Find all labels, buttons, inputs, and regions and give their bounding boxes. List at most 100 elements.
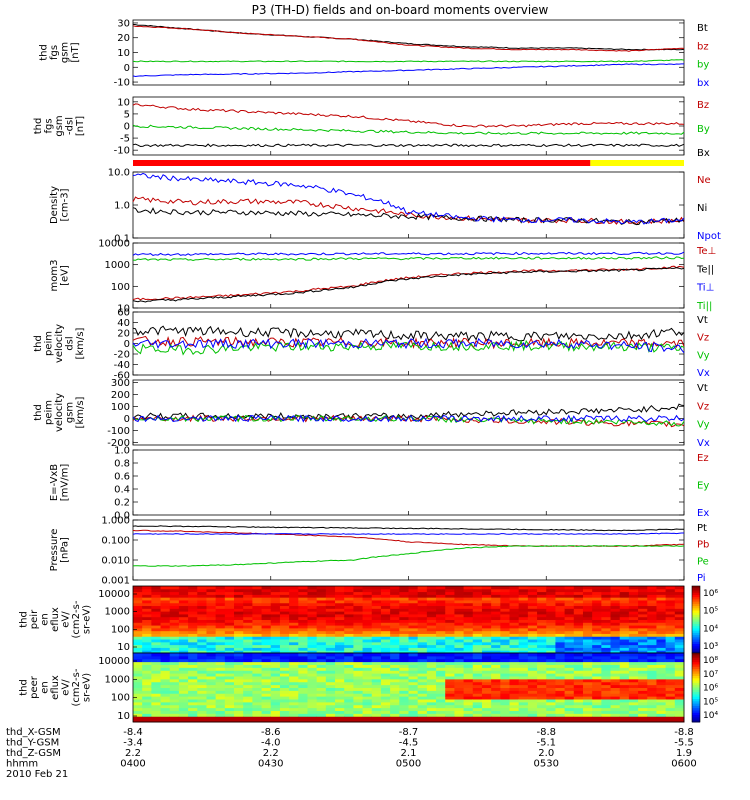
spectrogram-cell [638, 641, 648, 646]
spectrogram-cell [298, 636, 308, 640]
spectrogram-cell [647, 602, 657, 607]
spectrogram-cell [564, 641, 575, 646]
spectrogram-cell [564, 588, 575, 593]
spectrogram-cell [445, 613, 455, 618]
spectrogram-cell [500, 655, 511, 660]
spectrogram-cell [307, 625, 318, 629]
spectrogram-cell [344, 619, 354, 623]
spectrogram-cell [307, 684, 318, 688]
spectrogram-cell [325, 591, 336, 595]
spectrogram-cell [325, 650, 336, 654]
panel-ytick-label: -200 [107, 438, 130, 449]
spectrogram-cell [206, 696, 217, 700]
spectrogram-cell [472, 586, 483, 590]
panel-ytick-label: 100 [111, 693, 130, 704]
spectrogram-cell [610, 687, 621, 691]
spectrogram-cell [436, 630, 446, 634]
spectrogram-cell [601, 650, 612, 654]
spectrogram-cell [463, 633, 474, 637]
spectrogram-cell [573, 716, 584, 720]
spectrogram-cell [298, 681, 308, 686]
spectrogram-cell [527, 644, 538, 648]
colorbar-step [692, 592, 700, 596]
spectrogram-cell [142, 658, 152, 663]
series-line-Pe [132, 545, 685, 567]
spectrogram-cell [362, 678, 373, 683]
spectrogram-cell [463, 650, 474, 654]
spectrogram-cell [197, 701, 207, 706]
spectrogram-cell [417, 719, 428, 723]
spectrogram-cell [316, 693, 327, 697]
spectrogram-cell [647, 650, 657, 654]
spectrogram-cell [417, 633, 428, 637]
spectrogram-cell [610, 641, 621, 646]
spectrogram-cell [656, 681, 667, 686]
spectrogram-cell [518, 619, 529, 623]
spectrogram-cell [307, 653, 318, 657]
spectrogram-cell [362, 630, 373, 634]
spectrogram-cell [573, 586, 584, 590]
spectrogram-cell [151, 602, 162, 607]
spectrogram-cell [261, 630, 272, 634]
spectrogram-cell [362, 586, 373, 590]
spectrogram-cell [408, 625, 419, 629]
spectrogram-cell [408, 594, 419, 598]
spectrogram-cell [491, 633, 501, 637]
spectrogram-cell [224, 710, 235, 714]
spectrogram-cell [371, 653, 382, 657]
spectrogram-cell [472, 664, 483, 668]
spectrogram-cell [592, 602, 602, 607]
spectrogram-cell [353, 655, 364, 660]
spectrogram-cell [628, 704, 639, 709]
spectrogram-cell [279, 664, 290, 668]
spectrogram-cell [619, 684, 630, 688]
spectrogram-cell [206, 644, 217, 648]
spectrogram-cell [564, 586, 575, 590]
spectrogram-cell [408, 599, 419, 604]
spectrogram-cell [243, 622, 253, 626]
spectrogram-cell [252, 630, 263, 634]
spectrogram-cell [371, 673, 382, 677]
spectrogram-cell [353, 716, 364, 720]
spectrogram-cell [555, 670, 566, 674]
spectrogram-cell [279, 586, 290, 590]
panel-frame [132, 19, 685, 86]
spectrogram-cell [436, 704, 446, 709]
spectrogram-cell [417, 716, 428, 720]
spectrogram-cell [169, 599, 180, 604]
spectrogram-cell [665, 644, 676, 648]
spectrogram-cell [647, 611, 657, 615]
spectrogram-cell [647, 608, 657, 612]
spectrogram-cell [188, 661, 198, 665]
spectrogram-cell [417, 713, 428, 717]
spectrogram-cell [362, 647, 373, 651]
spectrogram-cell [353, 647, 364, 651]
spectrogram-cell [472, 673, 483, 677]
spectrogram-cell [362, 591, 373, 595]
spectrogram-cell [362, 633, 373, 637]
spectrogram-cell [215, 611, 226, 615]
spectrogram-cell [500, 641, 511, 646]
panel-frame [132, 96, 685, 156]
spectrogram-cell [399, 673, 409, 677]
colorbar-step [692, 680, 700, 684]
spectrogram-cell [188, 658, 198, 663]
spectrogram-cell [197, 647, 207, 651]
spectrogram-cell [215, 696, 226, 700]
spectrogram-cell [215, 586, 226, 590]
spectrogram-cell [215, 661, 226, 665]
spectrogram-cell [307, 667, 318, 671]
spectrogram-cell [481, 667, 492, 671]
spectrogram-cell [160, 644, 171, 648]
panel-ylabel: E=-VxB[mV/m] [49, 464, 71, 502]
spectrogram-cell [509, 599, 520, 604]
spectrogram-cell [555, 696, 566, 700]
spectrogram-cell [206, 597, 217, 601]
spectrogram-cell [647, 670, 657, 674]
spectrogram-cell [426, 599, 437, 604]
spectrogram-cell [234, 597, 244, 601]
spectrogram-cell [674, 670, 685, 674]
spectrogram-cell [619, 664, 630, 668]
spectrogram-cell [445, 716, 455, 720]
spectrogram-cell [426, 678, 437, 683]
